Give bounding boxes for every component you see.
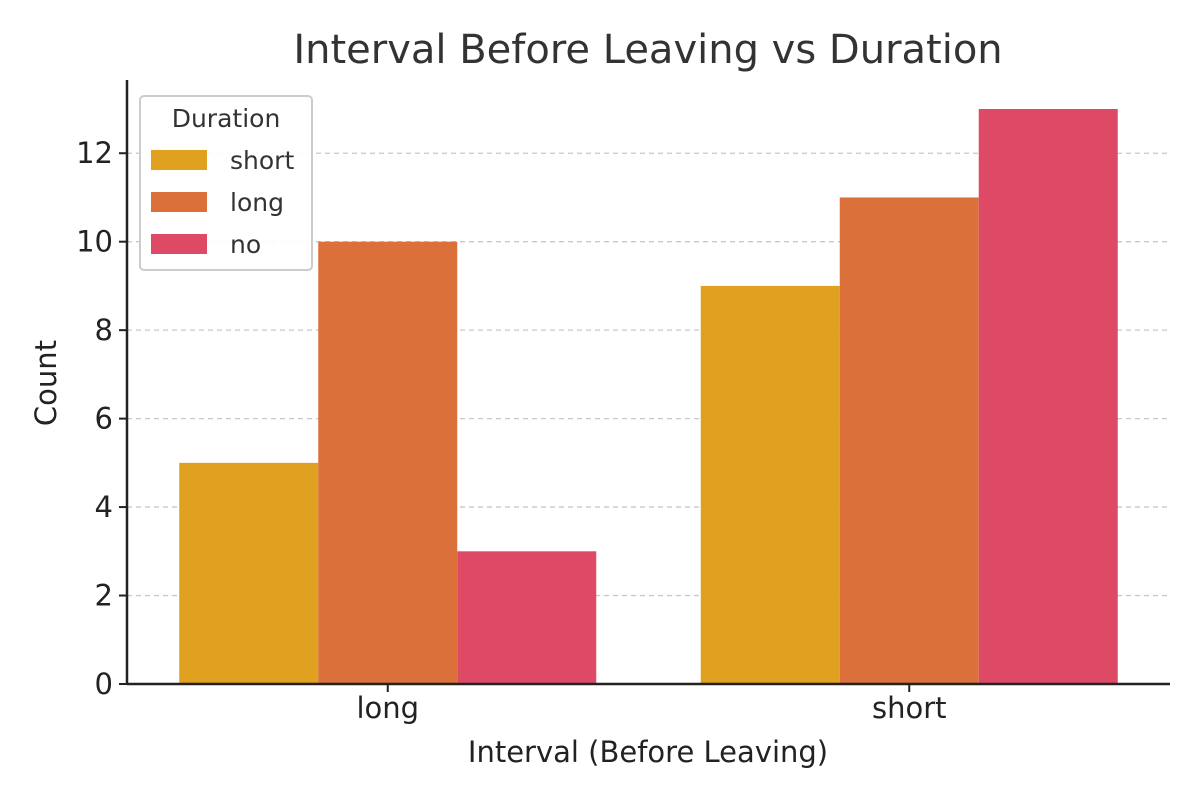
legend-label-short: short [230,146,294,175]
x-axis-label: Interval (Before Leaving) [468,735,828,769]
y-axis-label: Count [29,340,63,426]
chart-title: Interval Before Leaving vs Duration [293,27,1002,73]
y-ticks: 0 2 4 6 8 10 12 [76,136,127,701]
bar-long-short [839,197,979,684]
legend-swatch-short [151,150,207,170]
bar-long-long [318,241,458,684]
bar-no-short [978,109,1118,684]
y-tick-label: 2 [95,579,113,613]
legend-items: short long no [151,146,294,259]
legend-title: Duration [172,104,281,133]
bar-no-long [457,551,597,684]
y-tick-label: 12 [76,136,113,170]
legend-label-no: no [230,230,261,259]
y-tick-label: 0 [95,667,113,701]
bars [179,109,1118,684]
legend-swatch-long [151,192,207,212]
legend: Duration short long no [139,95,313,271]
y-tick-label: 8 [95,313,113,347]
x-tick-label: short [872,691,947,725]
bar-short-long [179,462,319,684]
y-tick-label: 6 [95,402,113,436]
legend-swatch-no [151,234,207,254]
x-ticks: long short [356,684,947,725]
x-tick-label: long [356,691,419,725]
axes [125,80,1170,686]
legend-label-long: long [230,188,284,217]
y-tick-label: 4 [95,490,113,524]
bar-short-short [700,285,840,684]
y-tick-label: 10 [76,225,113,259]
legend-box [139,95,313,271]
